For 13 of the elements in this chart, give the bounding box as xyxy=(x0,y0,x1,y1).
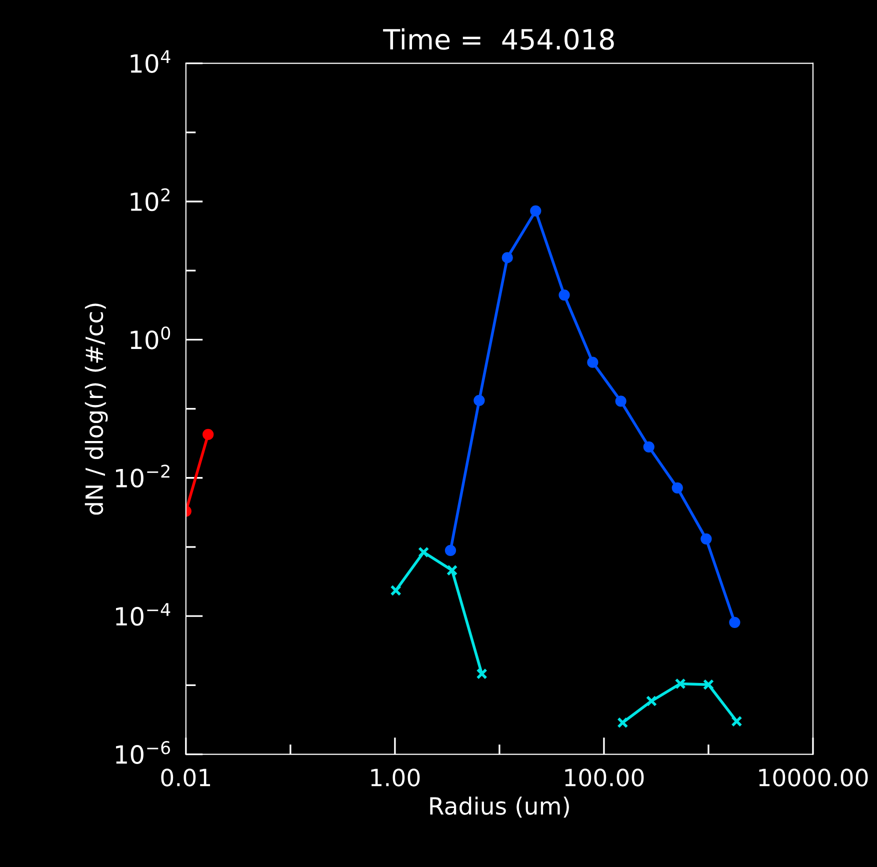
y-tick-label: 10$^{2}$ xyxy=(130,188,170,212)
x-tick-label: 1.00 xyxy=(371,768,420,786)
y-tick-label: 10$^{0}$ xyxy=(130,326,170,350)
x-tick-label: 100.00 xyxy=(565,768,644,786)
x-tick-label: 10000.00 xyxy=(759,768,868,786)
y-tick-label: 10$^{−6}$ xyxy=(116,741,170,764)
chart-title: Time = 454.018 xyxy=(383,28,614,50)
y-axis-title: dN / dlog(r) (#/cc) xyxy=(84,304,108,515)
x-axis-title: Radius (um) xyxy=(430,796,569,818)
y-tick-label: 10$^{−4}$ xyxy=(116,603,170,626)
y-tick-label: 10$^{−2}$ xyxy=(116,464,170,488)
x-tick-label: 0.01 xyxy=(161,768,210,786)
y-tick-label: 10$^{4}$ xyxy=(130,50,170,73)
